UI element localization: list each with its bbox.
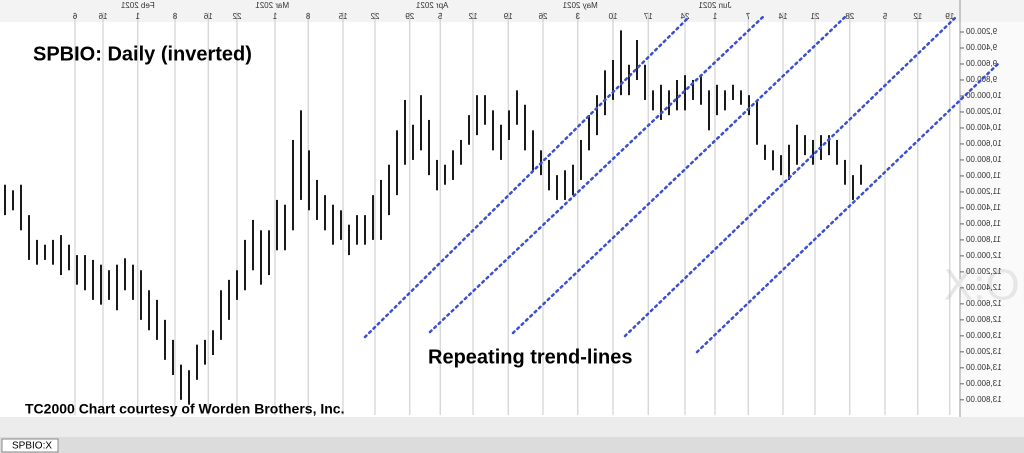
y-tick-label: 12,800.00 bbox=[965, 315, 1001, 324]
x-tick-label: 12 bbox=[468, 12, 477, 21]
y-tick-label: 10,000.00 bbox=[965, 91, 1001, 100]
x-tick-label: 15 bbox=[338, 12, 347, 21]
toolbar bbox=[0, 437, 1024, 453]
x-tick-label: 5 bbox=[437, 12, 442, 21]
y-tick-label: 12,000.00 bbox=[965, 251, 1001, 260]
x-tick-label: 29 bbox=[405, 12, 414, 21]
x-tick-label: 28 bbox=[845, 12, 854, 21]
x-tick-label: 10 bbox=[608, 12, 617, 21]
month-label: Feb 2021 bbox=[120, 1, 154, 10]
x-tick-label: 16 bbox=[203, 12, 212, 21]
price-axis-band bbox=[960, 22, 1024, 417]
y-tick-label: 12,400.00 bbox=[965, 283, 1001, 292]
x-tick-label: 26 bbox=[538, 12, 547, 21]
month-label: Jun 2021 bbox=[698, 1, 731, 10]
y-tick-label: 11,200.00 bbox=[965, 187, 1001, 196]
x-tick-label: 8 bbox=[305, 12, 310, 21]
month-label: Mar 2021 bbox=[255, 1, 289, 10]
y-tick-label: 11,000.00 bbox=[965, 171, 1001, 180]
trend-line bbox=[695, 60, 1002, 354]
y-tick-label: 13,800.00 bbox=[965, 395, 1001, 404]
y-tick-label: 9,200.00 bbox=[965, 27, 997, 36]
y-tick-label: 13,000.00 bbox=[965, 331, 1001, 340]
y-tick-label: 9,800.00 bbox=[965, 75, 997, 84]
x-tick-label: 21 bbox=[810, 12, 819, 21]
y-tick-label: 13,200.00 bbox=[965, 347, 1001, 356]
credit: TC2000 Chart courtesy of Worden Brothers… bbox=[25, 401, 344, 417]
trend-line bbox=[363, 16, 690, 339]
y-tick-label: 11,400.00 bbox=[965, 203, 1001, 212]
chart-title: SPBIO: Daily (inverted) bbox=[33, 43, 252, 65]
y-tick-label: 9,600.00 bbox=[965, 59, 997, 68]
x-tick-label: 1 bbox=[135, 12, 140, 21]
x-tick-label: 12 bbox=[913, 12, 922, 21]
x-tick-label: 22 bbox=[232, 12, 241, 21]
y-tick-label: 12,600.00 bbox=[965, 299, 1001, 308]
x-tick-label: 14 bbox=[778, 12, 787, 21]
y-tick-label: 10,400.00 bbox=[965, 123, 1001, 132]
annotation: Repeating trend-lines bbox=[428, 346, 632, 368]
x-tick-label: 17 bbox=[643, 12, 652, 21]
y-tick-label: 9,400.00 bbox=[965, 43, 997, 52]
x-tick-label: 16 bbox=[98, 12, 107, 21]
trend-lines bbox=[363, 13, 1002, 354]
x-tick-label: 5 bbox=[882, 12, 887, 21]
date-band bbox=[0, 0, 1024, 22]
month-label: Apr 2021 bbox=[415, 1, 448, 10]
symbol-tab[interactable] bbox=[1, 438, 59, 453]
y-tick-label: 10,200.00 bbox=[965, 107, 1001, 116]
x-tick-label: 19 bbox=[945, 12, 954, 21]
y-tick-label: 10,600.00 bbox=[965, 139, 1001, 148]
watermark: SPBIO:X bbox=[944, 261, 1024, 310]
y-tick-label: 13,600.00 bbox=[965, 379, 1001, 388]
y-tick-label: 13,400.00 bbox=[965, 363, 1001, 372]
y-tick-label: 12,200.00 bbox=[965, 267, 1001, 276]
x-tick-label: 3 bbox=[575, 12, 580, 21]
x-tick-label: 22 bbox=[370, 12, 379, 21]
trend-line bbox=[511, 15, 847, 335]
x-tick-label: 7 bbox=[745, 12, 750, 21]
symbol-tab-label[interactable]: SPBIO:X bbox=[12, 441, 52, 452]
x-tick-label: 19 bbox=[503, 12, 512, 21]
x-tick-label: 1 bbox=[712, 12, 717, 21]
month-label: May 2021 bbox=[562, 1, 598, 10]
x-tick-label: 6 bbox=[72, 12, 77, 21]
y-tick-label: 11,600.00 bbox=[965, 219, 1001, 228]
x-tick-label: 8 bbox=[172, 12, 177, 21]
plot: 6 16 1 8 16 22 1 8 15 22 29 5 12 19 26 3 10 17 24 1 7 14 21 28 5… bbox=[4, 1, 1002, 415]
y-tick-label: 10,800.00 bbox=[965, 155, 1001, 164]
x-tick-label: 1 bbox=[272, 12, 277, 21]
y-tick-label: 11,800.00 bbox=[965, 235, 1001, 244]
trend-line bbox=[623, 16, 957, 338]
trend-line bbox=[428, 13, 767, 334]
x-tick-label: 24 bbox=[680, 12, 689, 21]
